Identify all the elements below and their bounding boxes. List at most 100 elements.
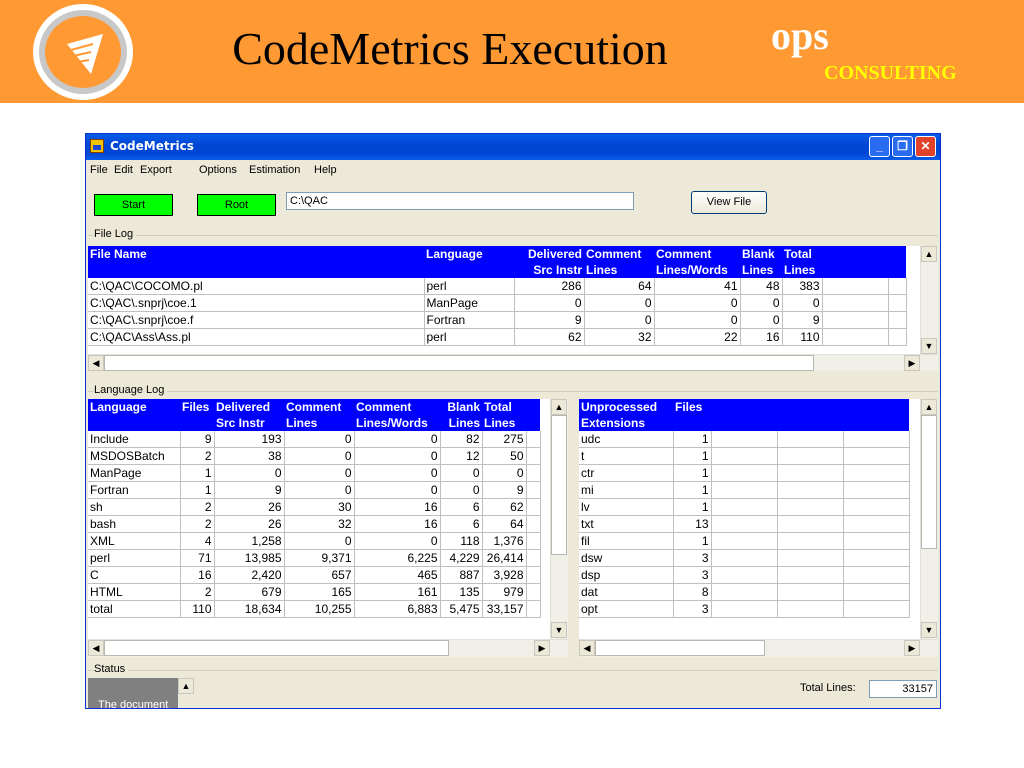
col-comment-words[interactable]: Comment Lines/Words — [354, 399, 440, 431]
scroll-down-icon[interactable]: ▼ — [921, 338, 937, 354]
file-log-divider — [88, 235, 938, 236]
scroll-right-icon[interactable]: ▶ — [904, 640, 920, 656]
scroll-right-icon[interactable]: ▶ — [904, 355, 920, 371]
language-log-table: Language Files Delivered Src Instr Commen… — [88, 399, 541, 618]
close-button[interactable]: ✕ — [915, 136, 936, 157]
col-delivered[interactable]: Delivered Src Instr — [214, 399, 284, 431]
language-log-label: Language Log — [94, 384, 168, 396]
language-log-divider — [88, 391, 938, 392]
total-lines-value: 33157 — [869, 680, 937, 698]
language-log-vscroll[interactable]: ▲ ▼ — [550, 399, 568, 639]
root-button[interactable]: Root — [197, 194, 276, 216]
table-row[interactable]: fil 1 — [579, 532, 910, 550]
file-log-hscroll[interactable]: ◀ ▶ — [88, 354, 938, 371]
scroll-up-icon[interactable]: ▲ — [921, 399, 937, 415]
maximize-button[interactable]: ❐ — [892, 136, 913, 157]
scroll-thumb[interactable] — [595, 640, 765, 656]
scroll-up-icon[interactable]: ▲ — [551, 399, 567, 415]
scroll-down-icon[interactable]: ▼ — [551, 622, 567, 638]
slide-header: CodeMetrics Execution ops CONSULTING — [0, 0, 1024, 103]
table-row[interactable]: dsp 3 — [579, 566, 910, 584]
table-row[interactable]: XML 4 1,258 0 0 118 1,376 — [88, 532, 541, 550]
file-log-label: File Log — [94, 228, 137, 240]
table-row[interactable]: C 16 2,420 657 465 887 3,928 — [88, 566, 541, 584]
table-row[interactable]: ManPage 1 0 0 0 0 0 — [88, 464, 541, 482]
scroll-left-icon[interactable]: ◀ — [88, 355, 104, 371]
scroll-thumb[interactable] — [551, 415, 567, 555]
col-comment-lines[interactable]: Comment Lines — [584, 246, 654, 278]
col-blank[interactable]: Blank Lines — [740, 246, 782, 278]
table-row[interactable]: dsw 3 — [579, 549, 910, 567]
col-total[interactable]: Total Lines — [482, 399, 526, 431]
scroll-up-icon[interactable]: ▲ — [921, 246, 937, 262]
table-row[interactable]: perl 71 13,985 9,371 6,225 4,229 26,414 — [88, 549, 541, 567]
window-titlebar[interactable]: CodeMetrics _ ❐ ✕ — [86, 134, 940, 160]
table-row[interactable]: ctr 1 — [579, 464, 910, 482]
menu-export[interactable]: Export — [140, 164, 172, 176]
col-delivered[interactable]: Delivered Src Instr — [514, 246, 584, 278]
menu-bar: File Edit Export Options Estimation Help — [86, 161, 940, 179]
scroll-thumb[interactable] — [104, 355, 814, 371]
minimize-button[interactable]: _ — [869, 136, 890, 157]
file-log-grid[interactable]: File Name Language Delivered Src Instr Co… — [88, 246, 938, 371]
table-row[interactable]: txt 13 — [579, 515, 910, 533]
col-file-name[interactable]: File Name — [88, 246, 424, 278]
menu-edit[interactable]: Edit — [114, 164, 133, 176]
scroll-thumb[interactable] — [104, 640, 449, 656]
table-row[interactable]: total 110 18,634 10,255 6,883 5,475 33,157 — [88, 600, 541, 618]
table-row[interactable]: sh 2 26 30 16 6 62 — [88, 498, 541, 516]
status-message-area: The document — [88, 678, 178, 708]
table-row[interactable]: HTML 2 679 165 161 135 979 — [88, 583, 541, 601]
col-language[interactable]: Language — [424, 246, 514, 278]
root-path-input[interactable] — [286, 192, 634, 210]
start-button[interactable]: Start — [94, 194, 173, 216]
menu-estimation[interactable]: Estimation — [249, 164, 301, 176]
table-row[interactable]: mi 1 — [579, 481, 910, 499]
col-comment-words[interactable]: Comment Lines/Words — [654, 246, 740, 278]
scroll-thumb[interactable] — [921, 415, 937, 549]
view-file-button[interactable]: View File — [691, 191, 767, 214]
total-lines-label: Total Lines: — [800, 682, 856, 694]
file-log-vscroll[interactable]: ▲ ▼ — [920, 246, 938, 354]
status-label: Status — [94, 663, 129, 675]
table-row[interactable]: dat 8 — [579, 583, 910, 601]
col-extensions[interactable]: Unprocessed Extensions — [579, 399, 673, 431]
table-row[interactable]: lv 1 — [579, 498, 910, 516]
menu-file[interactable]: File — [90, 164, 108, 176]
status-scroll-up-icon[interactable]: ▲ — [178, 678, 194, 694]
unprocessed-table: Unprocessed Extensions Files udc 1 t 1 ctr 1 mi… — [579, 399, 910, 618]
col-files[interactable]: Files — [180, 399, 214, 431]
table-row[interactable]: udc 1 — [579, 431, 910, 448]
file-log-table: File Name Language Delivered Src Instr Co… — [88, 246, 907, 346]
scroll-left-icon[interactable]: ◀ — [579, 640, 595, 656]
scroll-right-icon[interactable]: ▶ — [534, 640, 550, 656]
col-total[interactable]: Total Lines — [782, 246, 822, 278]
menu-help[interactable]: Help — [314, 164, 337, 176]
col-comment-lines[interactable]: Comment Lines — [284, 399, 354, 431]
language-log-grid[interactable]: Language Files Delivered Src Instr Commen… — [88, 399, 568, 657]
table-row[interactable]: Include 9 193 0 0 82 275 — [88, 431, 541, 448]
col-language[interactable]: Language — [88, 399, 180, 431]
slide-title: CodeMetrics Execution — [232, 23, 668, 74]
language-log-hscroll[interactable]: ◀ ▶ — [88, 639, 568, 657]
col-files[interactable]: Files — [673, 399, 711, 431]
scroll-down-icon[interactable]: ▼ — [921, 622, 937, 638]
table-row[interactable]: MSDOSBatch 2 38 0 0 12 50 — [88, 447, 541, 465]
unprocessed-grid[interactable]: Unprocessed Extensions Files udc 1 t 1 ctr 1 mi… — [579, 399, 938, 657]
scroll-left-icon[interactable]: ◀ — [88, 640, 104, 656]
table-row[interactable]: C:\QAC\COCOMO.pl perl 286 64 41 48 383 — [88, 278, 907, 295]
unprocessed-hscroll[interactable]: ◀ ▶ — [579, 639, 938, 657]
menu-options[interactable]: Options — [199, 164, 237, 176]
brand-ops: ops — [771, 13, 829, 58]
col-blank[interactable]: Blank Lines — [440, 399, 482, 431]
company-logo — [33, 4, 133, 100]
table-row[interactable]: Fortran 1 9 0 0 0 9 — [88, 481, 541, 499]
table-row[interactable]: C:\QAC\Ass\Ass.pl perl 62 32 22 16 110 — [88, 328, 907, 346]
table-row[interactable]: opt 3 — [579, 600, 910, 618]
app-icon — [90, 139, 104, 153]
unprocessed-vscroll[interactable]: ▲ ▼ — [920, 399, 938, 639]
table-row[interactable]: bash 2 26 32 16 6 64 — [88, 515, 541, 533]
